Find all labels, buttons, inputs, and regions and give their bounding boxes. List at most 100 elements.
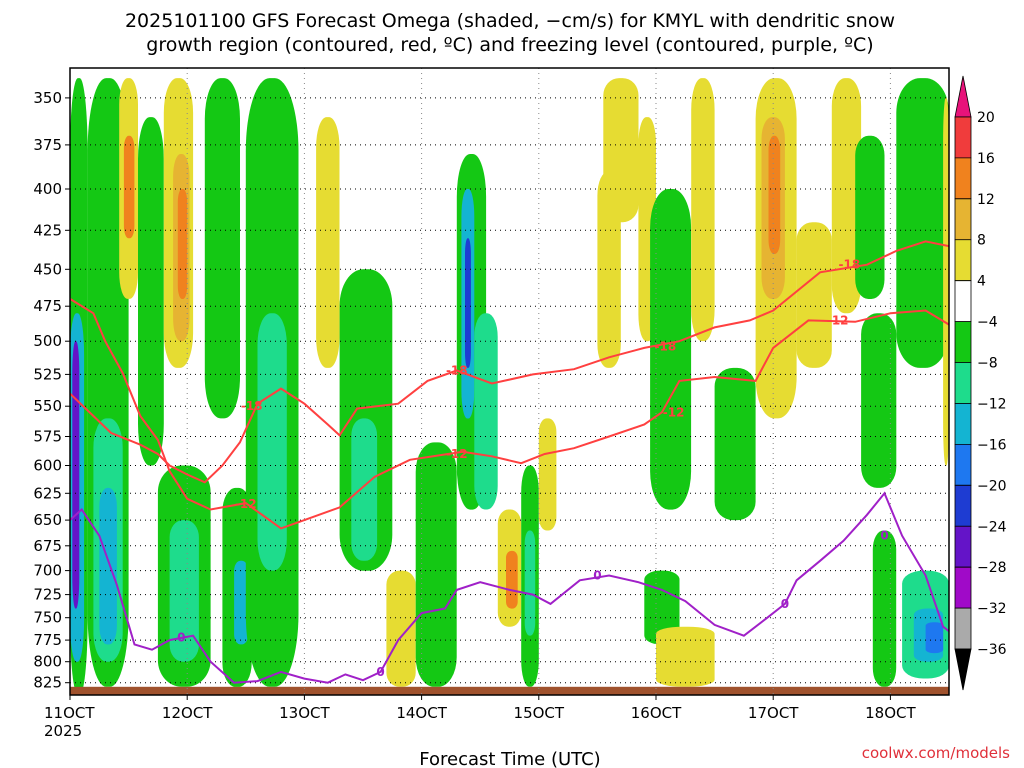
contour-label: -18	[655, 340, 677, 354]
chart-title-line1: 2025101100 GFS Forecast Omega (shaded, −…	[125, 10, 895, 32]
y-tick-label: 350	[33, 89, 62, 107]
omega-region-n12	[234, 560, 249, 645]
colorbar-label: −4	[977, 315, 998, 331]
contour-label: -12	[446, 447, 468, 461]
colorbar-segment	[954, 362, 972, 404]
contour-label: -12	[663, 405, 685, 419]
omega-region-n4	[861, 313, 897, 488]
colorbar-segment	[954, 648, 972, 691]
x-tick-label: 12OCT	[162, 704, 213, 722]
x-axis-title: Forecast Time (UTC)	[419, 749, 600, 768]
omega-region-p4	[656, 626, 715, 687]
colorbar-segment	[954, 157, 972, 200]
contour-line-dgz	[70, 298, 949, 530]
contour-label: 0	[376, 665, 384, 679]
y-tick-label: 800	[33, 653, 62, 671]
x-tick-label: 16OCT	[631, 704, 682, 722]
contour-label: -12	[827, 313, 849, 327]
contour-label: -18	[241, 399, 263, 413]
omega-region-n4	[855, 135, 885, 299]
ground-surface	[70, 686, 949, 695]
contour-label: -18	[446, 364, 468, 378]
omega-region-p4	[943, 97, 949, 466]
omega-region-n8	[524, 530, 536, 636]
colorbar-segment	[954, 403, 972, 445]
omega-region-n8	[169, 520, 199, 662]
omega-region-p12	[768, 135, 781, 254]
x-tick-label: 14OCT	[396, 704, 447, 722]
colorbar-label: −8	[977, 356, 998, 372]
omega-region-p4	[386, 570, 416, 687]
colorbar-segment	[954, 484, 972, 527]
contour-label: 0	[177, 630, 185, 644]
omega-region-p4	[316, 117, 340, 368]
colorbar-segment	[954, 198, 972, 241]
y-tick-label: 525	[33, 365, 62, 383]
contours: -18 -18 -18 -18 -12 -12 -12 -12 0 0 0 0 0	[70, 240, 949, 684]
omega-region-n4	[714, 367, 756, 521]
y-tick-label: 750	[33, 609, 62, 627]
omega-region-n12	[99, 487, 117, 645]
omega-region-p4	[796, 222, 832, 368]
colorbar-label: 8	[977, 233, 986, 249]
x-tick-label: 18OCT	[865, 704, 916, 722]
colorbar-label: −12	[977, 397, 1007, 413]
contour-line-freezing	[70, 491, 949, 684]
y-tick-label: 650	[33, 511, 62, 529]
colorbar-label: −32	[977, 601, 1007, 617]
colorbar-segment	[954, 443, 972, 486]
omega-region-n8	[474, 313, 498, 510]
omega-region-p4	[691, 78, 715, 342]
contour-label: 0	[781, 597, 789, 611]
y-tick-label: 400	[33, 180, 62, 198]
contour-label: 0	[593, 569, 601, 583]
y-tick-label: 825	[33, 674, 62, 692]
omega-region-n4	[204, 78, 240, 419]
y-axis: 350 375 400 425 450 475 500 525 550 575 600 625 650 6…	[33, 89, 70, 692]
colorbar-segment	[954, 239, 972, 282]
y-tick-label: 575	[33, 428, 62, 446]
omega-region-p12	[177, 189, 188, 299]
omega-region-p4	[603, 78, 639, 223]
omega-region-n4	[415, 442, 457, 687]
y-tick-label: 375	[33, 136, 62, 154]
y-tick-label: 625	[33, 484, 62, 502]
credit-text: coolwx.com/models	[862, 744, 1010, 762]
contour-label: -12	[235, 497, 257, 511]
omega-region-p12	[506, 550, 518, 609]
x-tick-label: 15OCT	[514, 704, 565, 722]
y-tick-label: 725	[33, 586, 62, 604]
omega-shading	[70, 78, 949, 695]
y-tick-label: 500	[33, 332, 62, 350]
y-tick-label: 550	[33, 397, 62, 415]
omega-region-n24	[72, 341, 80, 609]
colorbar-segment	[954, 607, 972, 650]
colorbar-label: −36	[977, 642, 1007, 658]
colorbar-label: −16	[977, 437, 1007, 453]
y-tick-label: 475	[33, 297, 62, 315]
colorbar-label: 20	[977, 110, 995, 126]
colorbar-segment	[954, 566, 972, 609]
chart-title-line2: growth region (contoured, red, ºC) and f…	[146, 34, 873, 56]
y-tick-label: 700	[33, 562, 62, 580]
colorbar-segment	[954, 116, 972, 159]
y-tick-label: 600	[33, 457, 62, 475]
omega-region-n8	[257, 313, 287, 571]
omega-region-n20	[465, 238, 471, 368]
omega-region-n4	[872, 530, 897, 687]
x-tick-label: 13OCT	[279, 704, 330, 722]
x-tick-label: 17OCT	[748, 704, 799, 722]
contour-label: -18	[839, 258, 861, 272]
omega-region-p12	[123, 135, 135, 239]
x-tick-sublabel: 2025	[44, 722, 82, 740]
omega-region-n8	[351, 418, 378, 561]
colorbar-segment	[954, 525, 972, 568]
plot-frame	[69, 67, 950, 696]
omega-region-n4	[644, 570, 680, 645]
colorbar: 20 16 12 8 4 −4 −8 −12 −16 −20 −24 −28 −32 −36	[954, 75, 1007, 691]
colorbar-label: 16	[977, 151, 995, 167]
contour-line-dgz	[70, 240, 949, 484]
colorbar-label: −24	[977, 519, 1007, 535]
